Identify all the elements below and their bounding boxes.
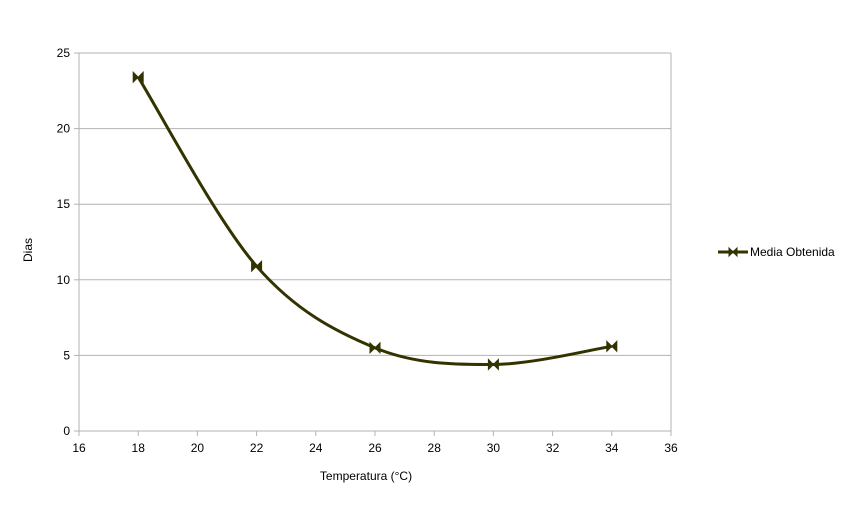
x-axis-title: Temperatura (°C) bbox=[320, 469, 412, 483]
axis-layer: 0 5 10 15 20 25 16 18 20 22 24 26 28 30 32 34 36 bbox=[57, 46, 678, 455]
legend: Media Obtenida bbox=[718, 245, 835, 259]
series-line bbox=[136, 76, 613, 367]
x-tick-label: 20 bbox=[191, 441, 205, 455]
y-tick-label: 5 bbox=[63, 348, 70, 362]
x-tick-label: 34 bbox=[605, 441, 619, 455]
data-point-marker bbox=[251, 259, 263, 273]
x-tick-label: 28 bbox=[428, 441, 442, 455]
x-tick-label: 22 bbox=[250, 441, 264, 455]
series-layer bbox=[132, 70, 618, 371]
legend-label: Media Obtenida bbox=[750, 245, 835, 259]
data-point-marker bbox=[369, 341, 381, 355]
data-point-marker bbox=[487, 358, 499, 371]
x-tick-label: 18 bbox=[132, 441, 146, 455]
y-tick-label: 15 bbox=[57, 197, 71, 211]
data-point-marker bbox=[606, 340, 618, 353]
x-tick-label: 16 bbox=[72, 441, 86, 455]
x-tick-label: 26 bbox=[368, 441, 382, 455]
y-tick-label: 0 bbox=[63, 424, 70, 438]
y-tick-label: 20 bbox=[57, 122, 71, 136]
legend-marker-icon bbox=[728, 246, 738, 258]
label-layer: Temperatura (°C) Dias bbox=[21, 238, 412, 483]
x-tick-label: 24 bbox=[309, 441, 323, 455]
y-axis-title: Dias bbox=[21, 238, 35, 262]
x-tick-label: 36 bbox=[664, 441, 678, 455]
y-tick-label: 10 bbox=[57, 273, 71, 287]
grid-layer bbox=[79, 52, 671, 356]
x-tick-label: 30 bbox=[487, 441, 501, 455]
x-tick-label: 32 bbox=[546, 441, 560, 455]
data-point-marker bbox=[132, 70, 144, 84]
y-tick-label: 25 bbox=[57, 46, 71, 60]
